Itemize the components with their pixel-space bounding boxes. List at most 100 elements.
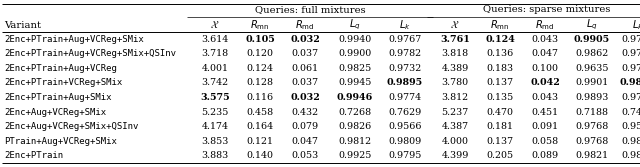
Text: 3.853: 3.853: [202, 137, 228, 146]
Text: 0.124: 0.124: [246, 64, 273, 73]
Text: $\mathcal{X}$: $\mathcal{X}$: [211, 20, 220, 30]
Text: 0.042: 0.042: [530, 78, 560, 88]
Text: 0.061: 0.061: [291, 64, 319, 73]
Text: 0.9803: 0.9803: [621, 151, 640, 160]
Text: 0.9862: 0.9862: [575, 49, 609, 58]
Text: 0.058: 0.058: [531, 137, 559, 146]
Text: 3.575: 3.575: [200, 93, 230, 102]
Text: 0.9768: 0.9768: [621, 49, 640, 58]
Text: 0.9635: 0.9635: [575, 64, 609, 73]
Text: 0.9898: 0.9898: [620, 78, 640, 88]
Text: 2Enc+PTrain: 2Enc+PTrain: [4, 151, 63, 160]
Text: 3.818: 3.818: [442, 49, 468, 58]
Text: 0.9900: 0.9900: [339, 49, 372, 58]
Text: 0.136: 0.136: [486, 49, 514, 58]
Text: 0.9940: 0.9940: [339, 35, 372, 44]
Text: 0.7480: 0.7480: [621, 108, 640, 117]
Text: 0.9945: 0.9945: [339, 78, 372, 88]
Text: $L_k$: $L_k$: [632, 18, 640, 32]
Text: 4.001: 4.001: [202, 64, 228, 73]
Text: $\mathcal{X}$: $\mathcal{X}$: [451, 20, 460, 30]
Text: 2Enc+PTrain+Aug+VCReg+SMix: 2Enc+PTrain+Aug+VCReg+SMix: [4, 35, 144, 44]
Text: 2Enc+Aug+VCReg+SMix: 2Enc+Aug+VCReg+SMix: [4, 108, 106, 117]
Text: 0.9768: 0.9768: [575, 122, 609, 131]
Text: 2Enc+PTrain+Aug+VCReg+SMix+QSInv: 2Enc+PTrain+Aug+VCReg+SMix+QSInv: [4, 49, 176, 58]
Text: 2Enc+Aug+VCReg+SMix+QSInv: 2Enc+Aug+VCReg+SMix+QSInv: [4, 122, 138, 131]
Text: Queries: sparse mixtures: Queries: sparse mixtures: [483, 6, 610, 15]
Text: 0.205: 0.205: [486, 151, 513, 160]
Text: 0.089: 0.089: [531, 151, 559, 160]
Text: 0.9901: 0.9901: [575, 78, 609, 88]
Text: 0.047: 0.047: [291, 137, 319, 146]
Text: 0.432: 0.432: [291, 108, 319, 117]
Text: $L_q$: $L_q$: [349, 18, 361, 32]
Text: 0.9732: 0.9732: [388, 64, 422, 73]
Text: 0.043: 0.043: [531, 35, 559, 44]
Text: 0.9826: 0.9826: [339, 122, 372, 131]
Text: 0.9946: 0.9946: [337, 93, 373, 102]
Text: 0.9925: 0.9925: [339, 151, 372, 160]
Text: $R_{\mathrm{mn}}$: $R_{\mathrm{mn}}$: [250, 18, 270, 32]
Text: 0.137: 0.137: [486, 137, 513, 146]
Text: $L_q$: $L_q$: [586, 18, 598, 32]
Text: $R_{\mathrm{md}}$: $R_{\mathrm{md}}$: [535, 18, 555, 32]
Text: 0.9905: 0.9905: [574, 35, 610, 44]
Text: 0.043: 0.043: [531, 93, 559, 102]
Text: 4.174: 4.174: [202, 122, 228, 131]
Text: 3.761: 3.761: [440, 35, 470, 44]
Text: 3.742: 3.742: [202, 78, 228, 88]
Text: $R_{\mathrm{md}}$: $R_{\mathrm{md}}$: [295, 18, 315, 32]
Text: 4.000: 4.000: [442, 137, 468, 146]
Text: 0.137: 0.137: [486, 78, 513, 88]
Text: 0.7268: 0.7268: [339, 108, 372, 117]
Text: 0.9724: 0.9724: [621, 64, 640, 73]
Text: 0.9768: 0.9768: [575, 137, 609, 146]
Text: 0.9895: 0.9895: [387, 78, 423, 88]
Text: 2Enc+PTrain+Aug+SMix: 2Enc+PTrain+Aug+SMix: [4, 93, 111, 102]
Text: 0.9812: 0.9812: [339, 137, 372, 146]
Text: 0.037: 0.037: [291, 49, 319, 58]
Text: 3.812: 3.812: [442, 93, 468, 102]
Text: 0.451: 0.451: [531, 108, 559, 117]
Text: PTrain+Aug+VCReg+SMix: PTrain+Aug+VCReg+SMix: [4, 137, 117, 146]
Text: 0.9585: 0.9585: [621, 122, 640, 131]
Text: 0.100: 0.100: [531, 64, 559, 73]
Text: 4.387: 4.387: [442, 122, 468, 131]
Text: 0.124: 0.124: [485, 35, 515, 44]
Text: 0.053: 0.053: [291, 151, 319, 160]
Text: Queries: full mixtures: Queries: full mixtures: [255, 6, 365, 15]
Text: 0.105: 0.105: [245, 35, 275, 44]
Text: 0.7188: 0.7188: [575, 108, 609, 117]
Text: 0.9790: 0.9790: [621, 93, 640, 102]
Text: 5.235: 5.235: [202, 108, 228, 117]
Text: 0.9763: 0.9763: [621, 35, 640, 44]
Text: 0.128: 0.128: [246, 78, 273, 88]
Text: 0.032: 0.032: [290, 93, 320, 102]
Text: 3.718: 3.718: [202, 49, 228, 58]
Text: 5.237: 5.237: [442, 108, 468, 117]
Text: 0.079: 0.079: [291, 122, 319, 131]
Text: 0.181: 0.181: [486, 122, 513, 131]
Text: Variant: Variant: [4, 21, 41, 30]
Text: 0.9893: 0.9893: [575, 93, 609, 102]
Text: 0.9821: 0.9821: [575, 151, 609, 160]
Text: 4.399: 4.399: [442, 151, 468, 160]
Text: 0.9819: 0.9819: [621, 137, 640, 146]
Text: 0.183: 0.183: [486, 64, 513, 73]
Text: 4.389: 4.389: [442, 64, 468, 73]
Text: 2Enc+PTrain+VCReg+SMix: 2Enc+PTrain+VCReg+SMix: [4, 78, 122, 88]
Text: 0.140: 0.140: [246, 151, 273, 160]
Text: 0.091: 0.091: [531, 122, 559, 131]
Text: $R_{\mathrm{mn}}$: $R_{\mathrm{mn}}$: [490, 18, 510, 32]
Text: 0.164: 0.164: [246, 122, 273, 131]
Text: 3.780: 3.780: [442, 78, 468, 88]
Text: 0.9825: 0.9825: [339, 64, 372, 73]
Text: 0.470: 0.470: [486, 108, 513, 117]
Text: 2Enc+PTrain+Aug+VCReg: 2Enc+PTrain+Aug+VCReg: [4, 64, 117, 73]
Text: 0.037: 0.037: [291, 78, 319, 88]
Text: 0.9767: 0.9767: [388, 35, 422, 44]
Text: 0.032: 0.032: [290, 35, 320, 44]
Text: 0.116: 0.116: [246, 93, 273, 102]
Text: $L_k$: $L_k$: [399, 18, 411, 32]
Text: 0.7629: 0.7629: [388, 108, 422, 117]
